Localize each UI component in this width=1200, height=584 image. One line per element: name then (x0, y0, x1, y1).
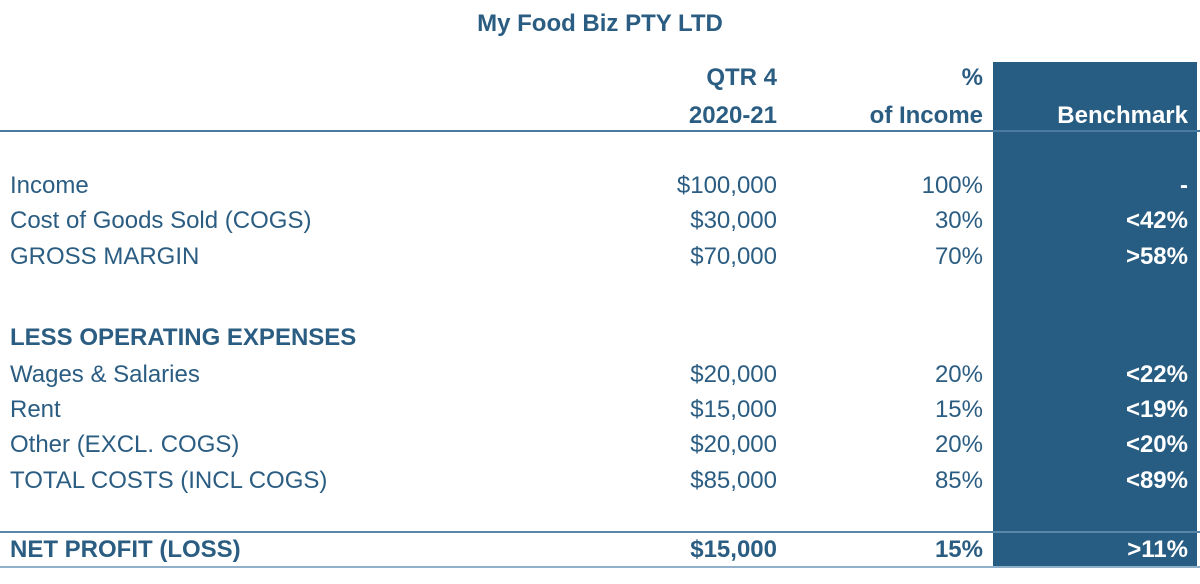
header-row-1: QTR 4 % (0, 60, 1200, 96)
net-profit-top-divider (0, 531, 1200, 533)
row-benchmark: >11% (1127, 536, 1188, 563)
row-benchmark: >58% (1125, 243, 1188, 270)
benchmark-column-background (993, 62, 1197, 566)
table-row-other: Other (EXCL. COGS) $20,000 20% <20% (0, 427, 1200, 463)
table-row-wages: Wages & Salaries $20,000 20% <22% (0, 357, 1200, 393)
row-label: Wages & Salaries (10, 361, 200, 388)
benchmark-header: Benchmark (1057, 102, 1188, 129)
row-pct: 20% (934, 431, 983, 458)
row-pct: 85% (934, 467, 983, 494)
table-row-income: Income $100,000 100% - (0, 168, 1200, 204)
row-value: $15,000 (690, 536, 777, 563)
row-value: $20,000 (690, 361, 777, 388)
row-benchmark: <20% (1125, 431, 1188, 458)
row-label: NET PROFIT (LOSS) (10, 536, 241, 563)
row-pct: 30% (934, 207, 983, 234)
section-heading-operating-expenses: LESS OPERATING EXPENSES (0, 320, 1200, 356)
report-title: My Food Biz PTY LTD (477, 10, 723, 37)
row-benchmark: <19% (1125, 396, 1188, 423)
header-divider (0, 130, 1200, 132)
pct-header-line2: of Income (869, 102, 983, 129)
row-pct: 15% (934, 536, 983, 563)
row-label: GROSS MARGIN (10, 243, 200, 270)
row-pct: 20% (934, 361, 983, 388)
row-label: LESS OPERATING EXPENSES (10, 324, 357, 351)
row-label: Other (EXCL. COGS) (10, 431, 240, 458)
row-label: Income (10, 172, 89, 199)
table-row-rent: Rent $15,000 15% <19% (0, 392, 1200, 428)
row-value: $30,000 (690, 207, 777, 234)
row-value: $15,000 (690, 396, 777, 423)
row-label: Cost of Goods Sold (COGS) (10, 207, 312, 234)
row-benchmark: <42% (1125, 207, 1188, 234)
row-label: Rent (10, 396, 61, 423)
row-value: $20,000 (690, 431, 777, 458)
row-value: $100,000 (676, 172, 777, 199)
row-benchmark: <89% (1125, 467, 1188, 494)
row-benchmark: <22% (1125, 361, 1188, 388)
table-row-total-costs: TOTAL COSTS (INCL COGS) $85,000 85% <89% (0, 463, 1200, 499)
header-row-2: 2020-21 of Income Benchmark (0, 98, 1200, 134)
period-header-line2: 2020-21 (688, 102, 777, 129)
period-header-line1: QTR 4 (706, 64, 777, 91)
table-row-cogs: Cost of Goods Sold (COGS) $30,000 30% <4… (0, 203, 1200, 239)
row-value: $70,000 (690, 243, 777, 270)
row-pct: 100% (921, 172, 983, 199)
row-pct: 15% (934, 396, 983, 423)
table-row-gross-margin: GROSS MARGIN $70,000 70% >58% (0, 239, 1200, 275)
row-pct: 70% (934, 243, 983, 270)
table-row-net-profit: NET PROFIT (LOSS) $15,000 15% >11% (0, 532, 1200, 568)
pct-header-line1: % (961, 64, 983, 91)
net-profit-bottom-divider (0, 566, 1200, 568)
row-benchmark: - (1180, 172, 1188, 199)
row-label: TOTAL COSTS (INCL COGS) (10, 467, 328, 494)
row-value: $85,000 (690, 467, 777, 494)
